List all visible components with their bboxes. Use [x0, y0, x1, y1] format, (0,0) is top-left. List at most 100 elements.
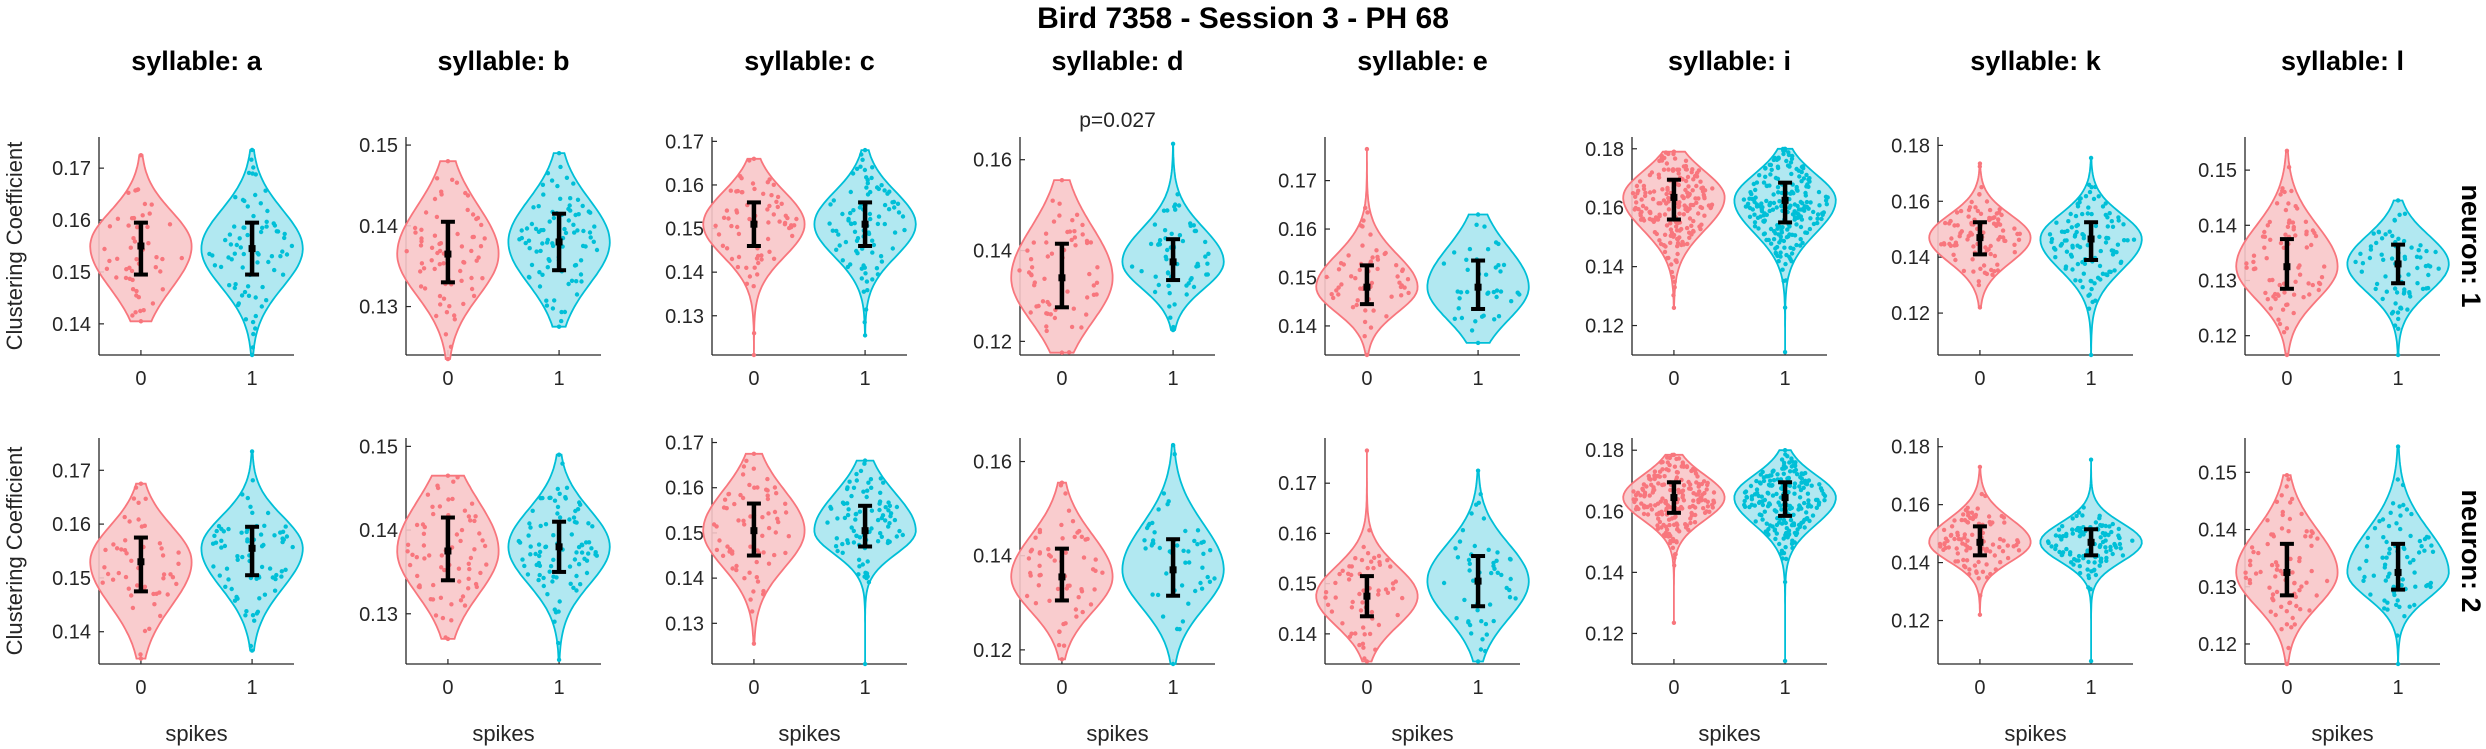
data-point: [1684, 225, 1690, 231]
data-point: [1777, 199, 1782, 204]
data-point: [2382, 565, 2387, 570]
data-point: [2109, 219, 2114, 224]
data-point: [1948, 243, 1954, 248]
data-point: [875, 221, 881, 227]
data-point: [2076, 528, 2082, 533]
data-point: [581, 228, 586, 234]
data-point: [1779, 548, 1785, 553]
data-point: [1376, 592, 1381, 597]
data-point: [416, 584, 421, 589]
data-point: [1769, 241, 1774, 246]
data-point: [2103, 272, 2109, 277]
data-point: [1784, 158, 1789, 164]
data-point: [133, 485, 139, 490]
data-point: [435, 250, 440, 256]
data-point: [523, 240, 528, 246]
data-point-min: [1170, 327, 1176, 333]
data-point: [232, 285, 237, 291]
data-point: [1987, 207, 1993, 213]
data-point: [1783, 278, 1789, 283]
data-point: [882, 188, 887, 193]
data-point: [1808, 504, 1814, 509]
data-point: [102, 246, 107, 252]
data-point: [1972, 563, 1978, 568]
x-tick-label: 1: [860, 368, 871, 390]
data-point: [528, 525, 533, 530]
data-point: [103, 547, 108, 553]
data-point: [2070, 267, 2075, 272]
data-point: [1371, 308, 1376, 313]
data-point: [748, 544, 753, 549]
data-point: [152, 602, 157, 607]
data-point: [1974, 569, 1979, 574]
data-point: [558, 196, 563, 201]
data-point: [887, 189, 892, 194]
data-point: [1958, 208, 1964, 214]
data-point: [1705, 480, 1710, 486]
data-point: [1981, 230, 1986, 235]
data-point: [1095, 265, 1100, 270]
data-point: [556, 609, 561, 614]
data-point: [1375, 257, 1381, 262]
data-point-max: [2284, 148, 2290, 153]
data-point: [279, 574, 284, 579]
data-point: [2303, 219, 2309, 224]
data-point: [900, 532, 905, 538]
data-point: [1052, 558, 1057, 563]
data-point: [1661, 198, 1667, 203]
data-point: [1047, 598, 1052, 603]
data-point: [1092, 587, 1097, 592]
data-point: [2074, 513, 2079, 519]
data-point: [2125, 238, 2130, 243]
data-point: [239, 530, 244, 535]
data-point: [442, 567, 447, 573]
data-point: [2359, 269, 2364, 274]
data-point-max: [1671, 452, 1677, 457]
data-point: [269, 254, 275, 259]
data-point: [2385, 574, 2391, 579]
data-point: [892, 517, 898, 523]
y-tick-label: 0.16: [665, 478, 704, 500]
data-point: [458, 538, 463, 544]
data-point: [2072, 557, 2077, 562]
x-tick-label: 1: [247, 677, 258, 699]
data-point: [2420, 286, 2426, 292]
data-point: [1701, 506, 1706, 511]
data-point: [1745, 201, 1751, 206]
y-tick-label: 0.18: [1891, 437, 1930, 459]
data-point-max: [1782, 448, 1788, 453]
data-point: [2401, 502, 2406, 508]
data-point: [2117, 541, 2123, 547]
x-tick-label: 1: [1780, 368, 1791, 390]
data-point: [1815, 220, 1820, 226]
data-point: [1965, 538, 1970, 543]
data-point: [742, 576, 747, 581]
column-title: syllable: e: [1357, 46, 1488, 76]
data-point: [714, 547, 720, 553]
data-point: [1961, 512, 1966, 517]
data-point: [1395, 612, 1400, 618]
data-point: [280, 529, 286, 534]
data-point: [551, 533, 556, 538]
data-point: [1175, 543, 1180, 548]
data-point: [1752, 503, 1758, 508]
data-point: [280, 536, 285, 541]
data-point: [2080, 513, 2085, 518]
data-point: [2286, 201, 2291, 206]
data-point: [1369, 609, 1375, 615]
data-point-min: [1977, 305, 1983, 310]
data-point: [2274, 567, 2280, 572]
data-point: [1946, 545, 1952, 550]
data-point: [1176, 203, 1182, 208]
data-point: [2412, 570, 2417, 575]
data-point: [2064, 546, 2069, 552]
data-point: [123, 574, 129, 580]
data-point: [557, 515, 563, 520]
data-point: [1983, 493, 1988, 499]
data-point: [248, 643, 254, 649]
data-point: [2287, 600, 2292, 606]
figure-title: Bird 7358 - Session 3 - PH 68: [1037, 2, 1449, 35]
data-point: [1336, 292, 1341, 297]
data-point: [1949, 236, 1954, 241]
data-point: [1982, 270, 1988, 275]
